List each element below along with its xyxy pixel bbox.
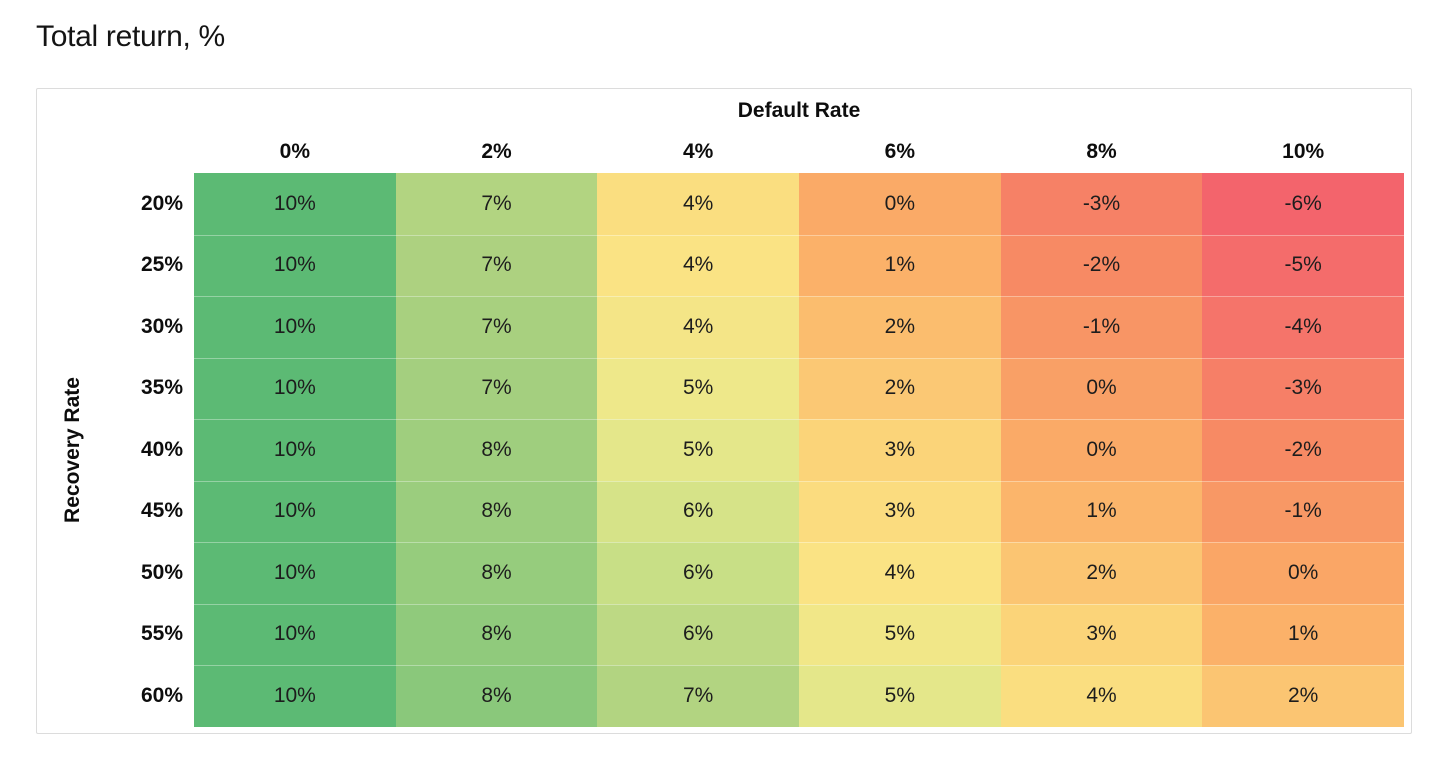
heatmap-cell: 0% bbox=[799, 173, 1001, 235]
heatmap-cell: -6% bbox=[1202, 173, 1404, 235]
column-header: 0% bbox=[279, 140, 310, 163]
heatmap-cell: 10% bbox=[194, 173, 396, 235]
heatmap-cell: 8% bbox=[395, 480, 598, 542]
heatmap-cell: 2% bbox=[1202, 665, 1404, 727]
heatmap-cell: 10% bbox=[194, 542, 396, 604]
x-axis-title: Default Rate bbox=[737, 99, 861, 122]
heatmap-cell: 1% bbox=[1202, 603, 1404, 665]
page-title: Total return, % bbox=[36, 20, 225, 53]
heatmap-cell: 8% bbox=[395, 603, 598, 665]
row-header: 30% bbox=[37, 296, 194, 358]
corner-cell bbox=[37, 131, 194, 173]
row-header: 40% bbox=[37, 419, 194, 481]
heatmap-cell: 0% bbox=[1202, 542, 1404, 604]
heatmap-cell: 5% bbox=[799, 665, 1001, 727]
row-header: 25% bbox=[37, 234, 194, 296]
column-header: 6% bbox=[884, 140, 915, 163]
heatmap-cell: 4% bbox=[799, 542, 1001, 604]
heatmap-cell: 1% bbox=[1000, 480, 1203, 542]
heatmap-cell: 5% bbox=[799, 603, 1001, 665]
heatmap-cell: 3% bbox=[799, 480, 1001, 542]
heatmap-cell: -1% bbox=[1202, 480, 1404, 542]
heatmap-cell: 5% bbox=[597, 419, 799, 481]
heatmap-cell: 4% bbox=[597, 296, 799, 358]
heatmap-cell: 2% bbox=[799, 296, 1001, 358]
column-header: 4% bbox=[682, 140, 714, 163]
column-header: 8% bbox=[1086, 140, 1117, 163]
row-header: 20% bbox=[37, 173, 194, 235]
heatmap-cell: 7% bbox=[395, 234, 598, 296]
heatmap-cell: 3% bbox=[1000, 603, 1203, 665]
row-header: 50% bbox=[37, 542, 194, 604]
heatmap-cell: 2% bbox=[1000, 542, 1203, 604]
heatmap-cell: 5% bbox=[597, 357, 799, 419]
heatmap-cell: 0% bbox=[1000, 357, 1203, 419]
heatmap-cell: 6% bbox=[597, 603, 799, 665]
y-axis-title: Recovery Rate bbox=[61, 377, 84, 523]
heatmap-cell: 8% bbox=[395, 419, 598, 481]
heatmap-cell: 7% bbox=[395, 357, 598, 419]
row-header: 55% bbox=[37, 603, 194, 665]
heatmap-cell: 2% bbox=[799, 357, 1001, 419]
column-header: 10% bbox=[1282, 140, 1325, 163]
heatmap-cell: -3% bbox=[1000, 173, 1203, 235]
heatmap-cell: 3% bbox=[799, 419, 1001, 481]
heatmap-card: Default Rate 0% 2% 4% 6% 8% 10% 20% 10% 7% 4% 0% -3… bbox=[36, 88, 1412, 734]
heatmap-cell: 4% bbox=[597, 173, 799, 235]
heatmap-cell: 8% bbox=[395, 542, 598, 604]
heatmap-cell: 10% bbox=[194, 665, 396, 727]
heatmap-cell: 1% bbox=[799, 234, 1001, 296]
heatmap-cell: 10% bbox=[194, 603, 396, 665]
heatmap-cell: 10% bbox=[194, 296, 396, 358]
heatmap-cell: 7% bbox=[597, 665, 799, 727]
heatmap-cell: 0% bbox=[1000, 419, 1203, 481]
row-header: 35% bbox=[37, 357, 194, 419]
heatmap-cell: 10% bbox=[194, 480, 396, 542]
heatmap-cell: 8% bbox=[395, 665, 598, 727]
heatmap-cell: 4% bbox=[597, 234, 799, 296]
heatmap-cell: 10% bbox=[194, 419, 396, 481]
heatmap-cell: 6% bbox=[597, 480, 799, 542]
heatmap-cell: -5% bbox=[1202, 234, 1404, 296]
heatmap-cell: 7% bbox=[395, 173, 598, 235]
heatmap-grid: 0% 2% 4% 6% 8% 10% 20% 10% 7% 4% 0% -3% -6% 25% 10% 7% 4… bbox=[37, 131, 1404, 727]
heatmap-cell: 4% bbox=[1000, 665, 1203, 727]
column-header: 2% bbox=[481, 140, 512, 163]
row-header: 45% bbox=[37, 480, 194, 542]
heatmap-cell: -2% bbox=[1000, 234, 1203, 296]
heatmap-cell: 6% bbox=[597, 542, 799, 604]
heatmap-cell: 7% bbox=[395, 296, 598, 358]
heatmap-cell: -3% bbox=[1202, 357, 1404, 419]
heatmap-cell: -2% bbox=[1202, 419, 1404, 481]
heatmap-cell: 10% bbox=[194, 357, 396, 419]
heatmap-cell: -4% bbox=[1202, 296, 1404, 358]
row-header: 60% bbox=[37, 665, 194, 727]
heatmap-cell: -1% bbox=[1000, 296, 1203, 358]
heatmap-cell: 10% bbox=[194, 234, 396, 296]
